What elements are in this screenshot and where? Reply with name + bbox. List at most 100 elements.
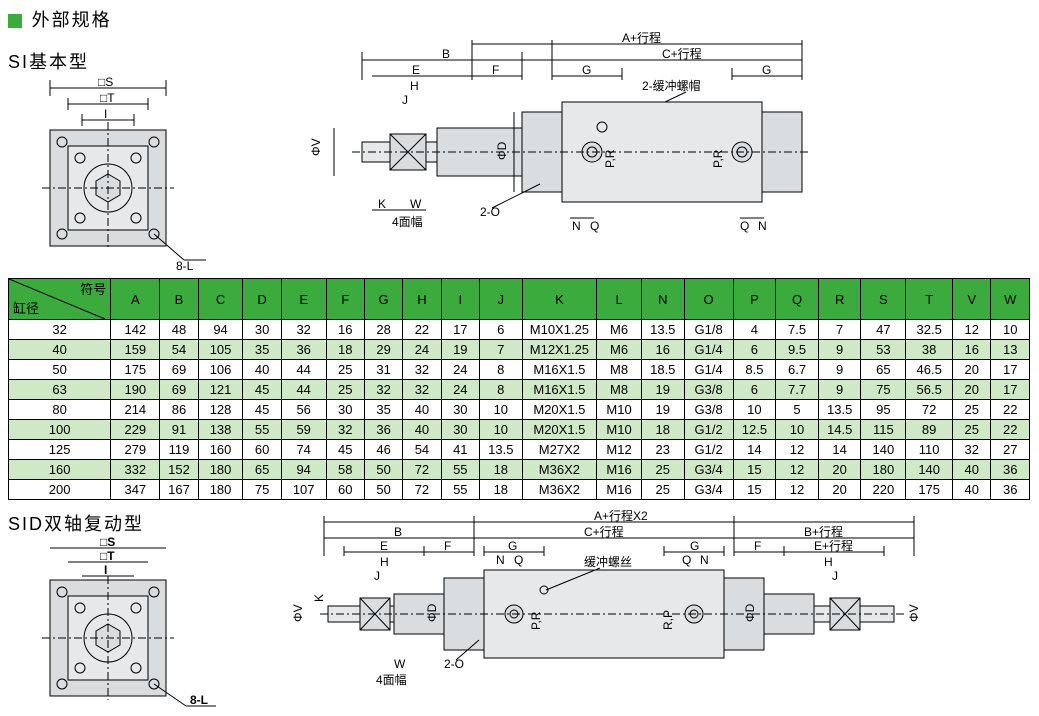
cell: 32 bbox=[326, 420, 364, 440]
cell: 40 bbox=[403, 400, 441, 420]
cell: M8 bbox=[597, 360, 642, 380]
sid-t: □T bbox=[100, 549, 115, 563]
cell: M10 bbox=[597, 420, 642, 440]
cell: 220 bbox=[861, 480, 906, 500]
cell: 16 bbox=[326, 320, 364, 340]
dim-s-label: □S bbox=[98, 75, 113, 89]
sid-k: K bbox=[312, 594, 326, 602]
sid-a: A+行程X2 bbox=[594, 510, 648, 523]
cell: 119 bbox=[160, 440, 198, 460]
si-side-diagram: A+行程 B C+行程 E F G H J G 2-缓冲螺帽 bbox=[292, 32, 812, 242]
cell: 95 bbox=[861, 400, 906, 420]
table-row: 200347167180751076050725518M36X2M1625G3/… bbox=[9, 480, 1030, 500]
si-front-diagram: □S □T I bbox=[8, 74, 208, 274]
cell: 28 bbox=[364, 320, 402, 340]
cell: 140 bbox=[906, 460, 953, 480]
accent-square bbox=[8, 14, 22, 28]
cell: 89 bbox=[906, 420, 953, 440]
col-V: V bbox=[953, 279, 991, 320]
si-section: SI基本型 □S □T I bbox=[8, 32, 1031, 274]
dim-h: H bbox=[410, 79, 419, 93]
sid-h: H bbox=[380, 555, 389, 569]
sid-phiV2: ΦV bbox=[907, 604, 921, 622]
dim-pr: P,R bbox=[603, 149, 617, 168]
cell: M20X1.5 bbox=[522, 420, 597, 440]
cell: 27 bbox=[991, 440, 1030, 460]
dim-c: C+行程 bbox=[662, 46, 702, 61]
dim-g: G bbox=[582, 63, 591, 77]
cell: 20 bbox=[953, 360, 991, 380]
cell: 6 bbox=[733, 380, 776, 400]
cell: 54 bbox=[403, 440, 441, 460]
cell: 9.5 bbox=[776, 340, 819, 360]
cell: 55 bbox=[441, 460, 479, 480]
cell: 13.5 bbox=[479, 440, 522, 460]
cell: 10 bbox=[479, 420, 522, 440]
col-L: L bbox=[597, 279, 642, 320]
cell: 35 bbox=[364, 400, 402, 420]
cell: 18.5 bbox=[641, 360, 684, 380]
sid-cush: 缓冲螺丝 bbox=[584, 554, 632, 569]
sid-n2: N bbox=[700, 553, 709, 567]
cell: 45 bbox=[326, 440, 364, 460]
cell: 14.5 bbox=[818, 420, 861, 440]
cell: 15 bbox=[733, 460, 776, 480]
cell: 24 bbox=[403, 340, 441, 360]
col-W: W bbox=[991, 279, 1030, 320]
col-J: J bbox=[479, 279, 522, 320]
dim-pr2: P,R bbox=[711, 149, 725, 168]
sid-q: Q bbox=[514, 553, 523, 567]
cell: 25 bbox=[953, 420, 991, 440]
sid-section: SID双轴复动型 □S □T I bbox=[8, 510, 1031, 716]
sid-rp: R,P bbox=[661, 610, 675, 630]
cell: 10 bbox=[479, 400, 522, 420]
col-N: N bbox=[641, 279, 684, 320]
sid-side-diagram: A+行程X2 B C+行程 B+行程 E F G G F E+行程 H J N … bbox=[284, 510, 934, 690]
cell: M12 bbox=[597, 440, 642, 460]
cell: 56.5 bbox=[906, 380, 953, 400]
cell: 17 bbox=[991, 360, 1030, 380]
cell: 65 bbox=[861, 360, 906, 380]
cell: 18 bbox=[641, 420, 684, 440]
col-G: G bbox=[364, 279, 402, 320]
col-T: T bbox=[906, 279, 953, 320]
si-label: SI基本型 bbox=[8, 48, 268, 74]
cell: 40 bbox=[953, 460, 991, 480]
sid-c: C+行程 bbox=[584, 524, 624, 539]
spec-table: 缸径 符号 ABCDEFGHIJKLNOPQRSTVW 321424894303… bbox=[8, 278, 1030, 500]
sid-f2: F bbox=[754, 539, 761, 553]
cell: 7 bbox=[818, 320, 861, 340]
cell: 25 bbox=[641, 480, 684, 500]
cell: 12 bbox=[776, 460, 819, 480]
cell: 46.5 bbox=[906, 360, 953, 380]
sid-h2: H bbox=[824, 555, 833, 569]
cell: 25 bbox=[641, 460, 684, 480]
cell: 16 bbox=[641, 340, 684, 360]
table-header-row: 缸径 符号 ABCDEFGHIJKLNOPQRSTVW bbox=[9, 279, 1030, 320]
cell: 29 bbox=[364, 340, 402, 360]
sid-phiD: ΦD bbox=[425, 603, 439, 622]
sid-f: F bbox=[444, 539, 451, 553]
cell: M6 bbox=[597, 320, 642, 340]
cell: 16 bbox=[953, 340, 991, 360]
cell: 17 bbox=[441, 320, 479, 340]
cell: 15 bbox=[733, 480, 776, 500]
dim-w: W bbox=[410, 197, 422, 211]
cell: 5 bbox=[776, 400, 819, 420]
cell: G3/8 bbox=[684, 400, 733, 420]
cell: 6 bbox=[479, 320, 522, 340]
cell: 36 bbox=[991, 460, 1030, 480]
cell: 60 bbox=[243, 440, 281, 460]
cell: 55 bbox=[441, 480, 479, 500]
cell: 20 bbox=[953, 380, 991, 400]
col-F: F bbox=[326, 279, 364, 320]
cell: M8 bbox=[597, 380, 642, 400]
dim-k: K bbox=[378, 197, 386, 211]
sid-q2: Q bbox=[682, 553, 691, 567]
cell: M27X2 bbox=[522, 440, 597, 460]
bore-cell: 200 bbox=[9, 480, 111, 500]
cell: 58 bbox=[326, 460, 364, 480]
cell: 180 bbox=[198, 460, 243, 480]
sid-phiD2: ΦD bbox=[743, 603, 757, 622]
cell: 20 bbox=[818, 460, 861, 480]
